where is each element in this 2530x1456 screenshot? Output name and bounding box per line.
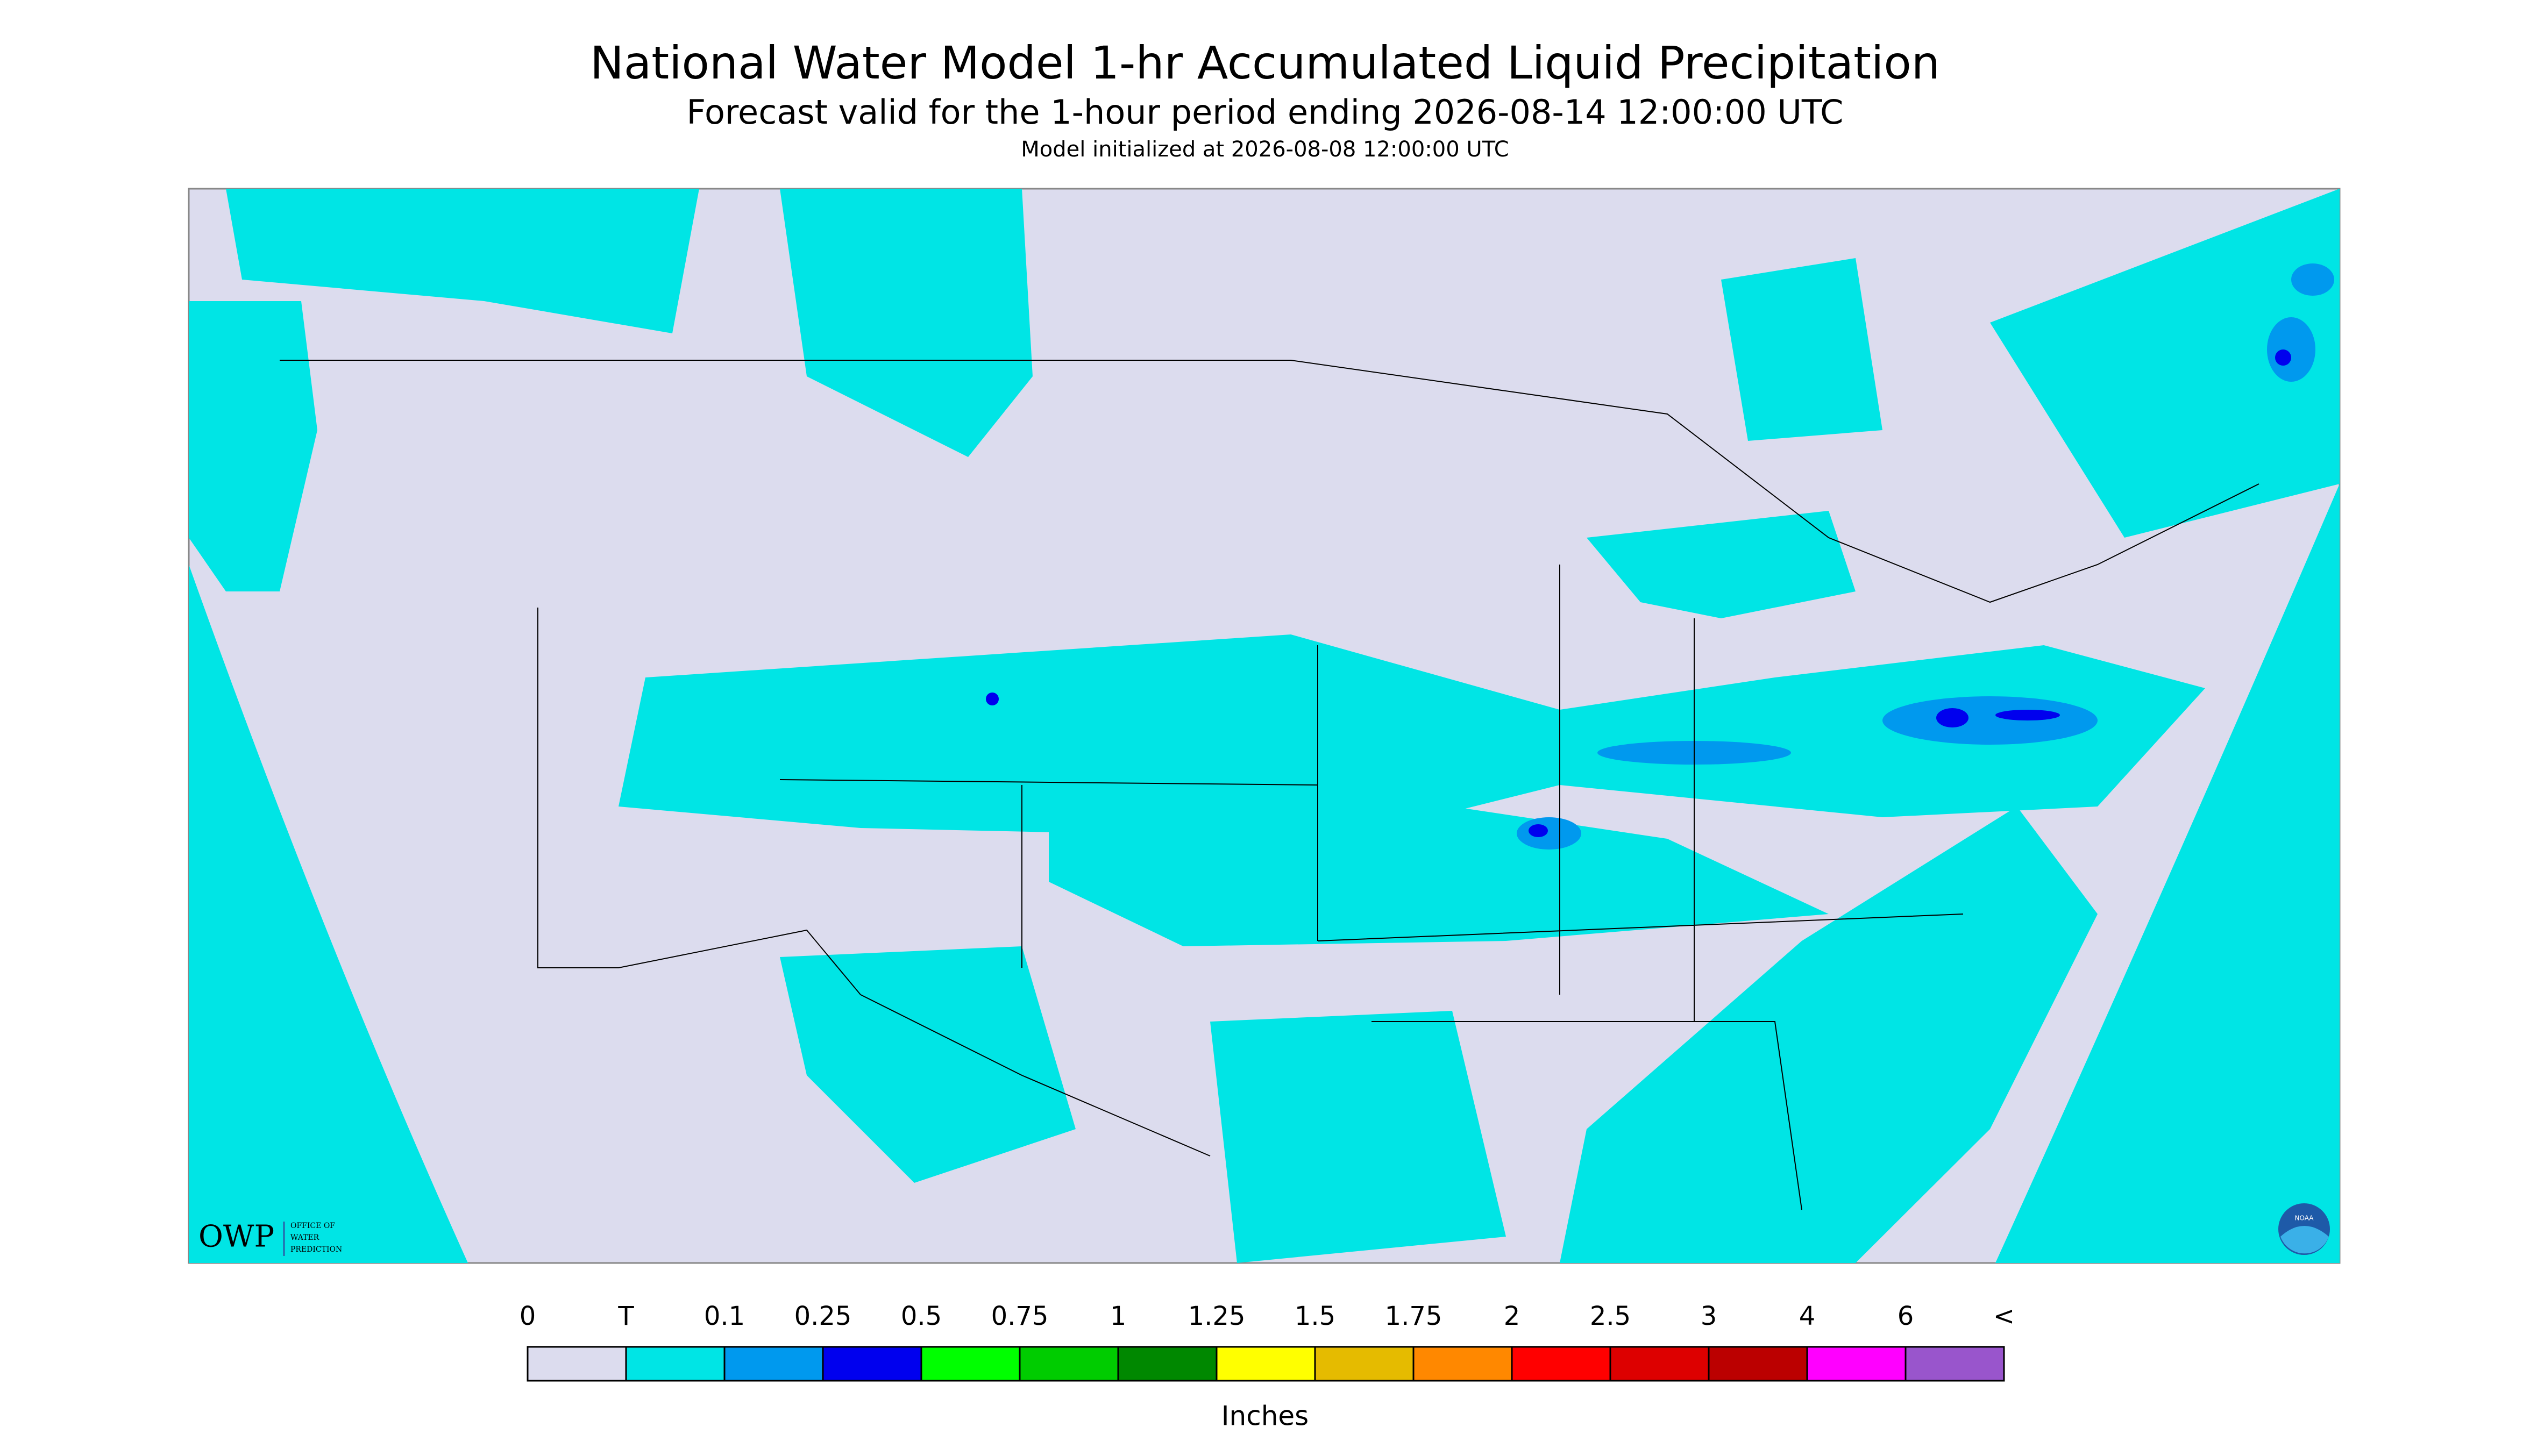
legend-label: 0.75: [991, 1301, 1049, 1331]
owp-logo: OWP OFFICE OF WATER PREDICTION: [198, 1219, 342, 1256]
legend-label: 4: [1799, 1301, 1816, 1331]
legend-swatch: [723, 1346, 824, 1382]
precip-trace: [189, 189, 2340, 1263]
legend-label: 0: [520, 1301, 536, 1331]
legend-label: 1.75: [1385, 1301, 1442, 1331]
legend: Inches 0 T 0.1 0.25 0.5 0.75 1 1.25 1.5 1.75 2 2.5 3…: [520, 1301, 2015, 1432]
noaa-logo: NOAA: [2278, 1203, 2330, 1255]
legend-swatch: [1117, 1346, 1218, 1382]
legend-swatch: [1708, 1346, 1808, 1382]
legend-label: <: [1993, 1301, 2015, 1331]
init-time: Model initialized at 2026-08-08 12:00:00…: [1021, 137, 1509, 162]
legend-swatch: [822, 1346, 922, 1382]
legend-label: 1.5: [1295, 1301, 1335, 1331]
legend-swatch: [1019, 1346, 1119, 1382]
legend-label: 6: [1897, 1301, 1914, 1331]
subtitle: Forecast valid for the 1-hour period end…: [687, 92, 1844, 132]
legend-label: 2: [1504, 1301, 1520, 1331]
legend-label: T: [617, 1301, 634, 1331]
legend-label: 1.25: [1188, 1301, 1246, 1331]
legend-label: 1: [1110, 1301, 1127, 1331]
legend-swatch: [625, 1346, 726, 1382]
legend-swatch: [1609, 1346, 1710, 1382]
legend-swatch: [920, 1346, 1021, 1382]
legend-label: 0.1: [704, 1301, 745, 1331]
owp-name: PREDICTION: [290, 1245, 342, 1254]
legend-unit: Inches: [1221, 1401, 1309, 1432]
precip-moderate: [986, 349, 2291, 837]
legend-label: 0.5: [901, 1301, 942, 1331]
map: [188, 188, 2341, 1264]
legend-swatch: [1412, 1346, 1513, 1382]
owp-name: OFFICE OF: [290, 1222, 335, 1230]
legend-label: 0.25: [794, 1301, 852, 1331]
legend-swatch: [527, 1346, 627, 1382]
legend-swatch: [1216, 1346, 1316, 1382]
legend-swatch: [1806, 1346, 1907, 1382]
legend-swatch: [1511, 1346, 1611, 1382]
owp-logo-text: OWP: [198, 1219, 274, 1254]
owp-name: WATER: [290, 1233, 319, 1242]
boundaries: [280, 360, 2259, 1210]
legend-swatch: [1314, 1346, 1415, 1382]
legend-swatch: [1904, 1346, 2005, 1382]
legend-label: 2.5: [1590, 1301, 1631, 1331]
noaa-text: NOAA: [2295, 1215, 2314, 1222]
title: National Water Model 1-hr Accumulated Li…: [590, 37, 1940, 89]
legend-label: 3: [1701, 1301, 1717, 1331]
